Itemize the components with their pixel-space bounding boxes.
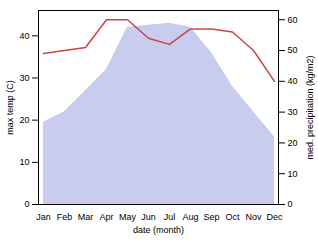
svg-text:30: 30 bbox=[288, 107, 298, 117]
svg-text:med. precipitation (kg/m2): med. precipitation (kg/m2) bbox=[305, 55, 315, 159]
svg-text:0: 0 bbox=[24, 199, 29, 209]
svg-text:Oct: Oct bbox=[225, 212, 240, 222]
svg-text:20: 20 bbox=[288, 138, 298, 148]
svg-text:Jan: Jan bbox=[36, 212, 51, 222]
svg-text:10: 10 bbox=[19, 157, 29, 167]
svg-text:Dec: Dec bbox=[266, 212, 283, 222]
svg-text:40: 40 bbox=[288, 76, 298, 86]
svg-text:date (month): date (month) bbox=[133, 225, 184, 235]
svg-text:10: 10 bbox=[288, 169, 298, 179]
svg-text:20: 20 bbox=[19, 115, 29, 125]
svg-text:Nov: Nov bbox=[245, 212, 262, 222]
svg-text:Feb: Feb bbox=[57, 212, 73, 222]
svg-text:max temp (C): max temp (C) bbox=[5, 80, 15, 135]
svg-text:Aug: Aug bbox=[182, 212, 198, 222]
svg-text:Apr: Apr bbox=[99, 212, 113, 222]
svg-text:Jun: Jun bbox=[141, 212, 156, 222]
svg-text:40: 40 bbox=[19, 31, 29, 41]
svg-text:Sep: Sep bbox=[203, 212, 219, 222]
svg-text:0: 0 bbox=[288, 199, 293, 209]
svg-text:30: 30 bbox=[19, 73, 29, 83]
svg-text:Jul: Jul bbox=[164, 212, 176, 222]
svg-text:50: 50 bbox=[288, 45, 298, 55]
svg-text:Mar: Mar bbox=[78, 212, 94, 222]
svg-text:60: 60 bbox=[288, 15, 298, 25]
svg-text:May: May bbox=[119, 212, 137, 222]
